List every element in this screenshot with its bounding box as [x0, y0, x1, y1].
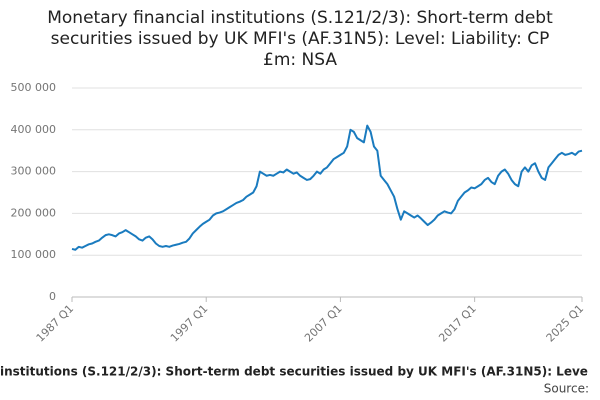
y-tick-label: 400 000 [11, 123, 57, 136]
chart-title: £m: NSA [263, 50, 337, 70]
y-tick-label: 300 000 [11, 165, 57, 178]
x-axis-label: institutions (S.121/2/3): Short-term deb… [0, 365, 588, 379]
source: Source: [544, 382, 589, 396]
y-tick-label: 500 000 [11, 81, 57, 94]
chart-title: securities issued by UK MFI's (AF.31N5):… [51, 29, 550, 49]
chart-title: Monetary financial institutions (S.121/2… [47, 8, 553, 28]
y-tick-label: 200 000 [11, 206, 57, 219]
y-tick-label: 100 000 [11, 248, 57, 261]
y-tick-label: 0 [49, 290, 56, 303]
data-line [71, 124, 583, 251]
